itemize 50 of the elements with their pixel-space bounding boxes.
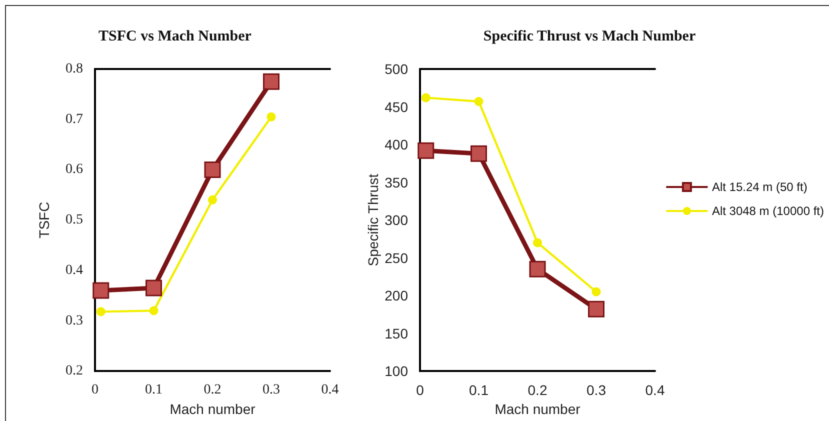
legend-label: Alt 15.24 m (50 ft) [712,180,808,194]
x-tick-label: 0 [416,382,424,398]
point [263,73,280,90]
x-tick-label: 0.3 [586,382,606,398]
y-tick-label: 200 [384,288,408,304]
x-axis-title: Mach number [170,401,256,417]
y-axis-title: TSFC [36,202,52,238]
point [146,280,162,296]
point [533,238,542,248]
point [592,287,601,296]
y-tick-label: 0.6 [66,162,83,178]
point [266,112,276,122]
y-tick-label: 250 [384,250,408,266]
point [421,93,430,102]
x-tick-label: 0.4 [645,382,665,398]
y-tick-label: 500 [384,61,408,77]
point [149,306,158,316]
y-tick-label: 450 [384,98,408,115]
y-tick-label: 0.4 [66,262,83,278]
point [204,161,221,178]
point [470,145,487,162]
point [418,142,434,159]
x-tick-label: 0.1 [469,382,489,398]
chart-title: Specific Thrust vs Mach Number [483,28,696,44]
y-tick-label: 100 [384,363,408,380]
legend-label: Alt 3048 m (10000 ft) [712,204,824,218]
chart-title: TSFC vs Mach Number [98,28,252,44]
y-tick-label: 0.8 [66,62,83,76]
x-tick-label: 0 [92,382,98,398]
y-tick-label: 0.2 [66,364,83,379]
y-tick-label: 0.7 [66,112,83,127]
point [208,195,217,204]
y-tick-label: 150 [384,325,408,342]
y-tick-label: 300 [384,212,408,228]
y-tick-label: 0.3 [66,313,83,328]
x-tick-label: 0.2 [204,382,222,398]
point [529,260,546,278]
x-axis-title: Mach number [494,401,581,417]
y-tick-label: 350 [384,174,408,190]
point [474,96,484,106]
y-tick-label: 400 [384,136,408,153]
x-tick-label: 0.1 [145,382,162,398]
x-tick-label: 0.2 [528,382,548,398]
y-axis-title: Specific Thrust [365,174,381,266]
y-tick-label: 0.5 [66,212,83,228]
point [588,300,604,318]
x-tick-label: 0.4 [321,382,339,398]
point [92,282,110,299]
x-tick-label: 0.3 [262,382,280,398]
point [96,307,106,316]
